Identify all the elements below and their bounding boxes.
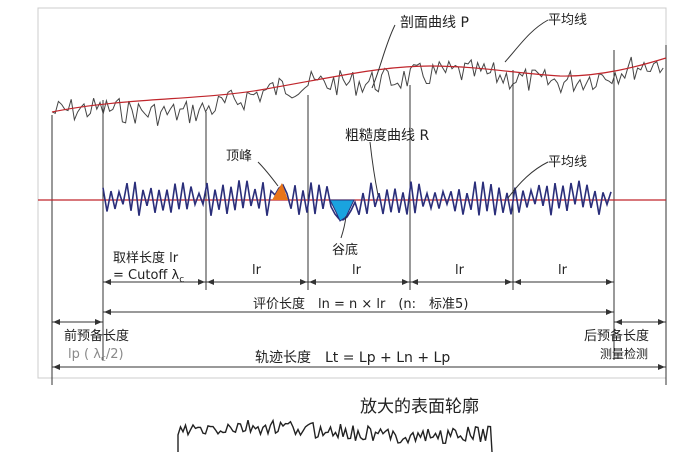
diagram-frame (37, 7, 667, 379)
leader-mean-mid (507, 161, 549, 199)
arrowhead (207, 279, 214, 285)
arrowhead (95, 319, 102, 325)
arrowhead (300, 279, 307, 285)
label-lr-4: lr (558, 263, 568, 278)
label-travel-length: 轨迹长度 Lt = Lp + Ln + Lp (255, 350, 450, 366)
arrowhead (104, 279, 111, 285)
arrowhead (104, 309, 111, 315)
valley-marker (329, 199, 355, 222)
label-pre-travel: 前预备长度 (64, 328, 129, 344)
arrowhead (505, 279, 512, 285)
leader-peak (257, 161, 279, 187)
label-mean-line-mid: 平均线 (548, 155, 587, 170)
arrowhead (514, 279, 521, 285)
arrowhead (53, 319, 60, 325)
label-lr-3: lr (455, 263, 465, 278)
section-boundaries (51, 45, 667, 385)
leader-lines (257, 19, 549, 239)
peak-marker (272, 183, 288, 200)
arrowhead (658, 319, 665, 325)
label-cutoff: = Cutoff λc (113, 268, 184, 285)
roughness-curve (102, 180, 612, 221)
arrowhead (606, 279, 613, 285)
leader-mean-top (504, 19, 549, 63)
label-post-travel: 后预备长度 (584, 328, 649, 344)
arrowhead (606, 309, 613, 315)
label-pre-travel-formula: lp ( λc/2) (68, 347, 124, 364)
label-profile-curve: 剖面曲线 P (400, 15, 469, 31)
label-lr-2: lr (352, 263, 362, 278)
enlarged-surface-profile (177, 418, 493, 453)
leader-valley (340, 215, 347, 239)
mean-line-top (51, 57, 667, 113)
arrowhead (53, 364, 60, 370)
arrowhead (411, 279, 418, 285)
arrowhead (198, 279, 205, 285)
dimension-arrowheads (53, 279, 665, 370)
arrowhead (658, 364, 665, 370)
label-valley: 谷底 (332, 242, 358, 258)
label-mean-line-top: 平均线 (548, 13, 587, 28)
label-evaluation-length: 评价长度 ln = n × lr (n: 标准5) (253, 296, 468, 312)
label-sampling-length: 取样长度 lr (113, 250, 179, 266)
label-peak: 顶峰 (226, 149, 252, 164)
leader-profile (371, 24, 396, 89)
leader-roughness (369, 141, 379, 196)
arrowhead (309, 279, 316, 285)
arrowhead (402, 279, 409, 285)
arrowhead (615, 319, 622, 325)
dimension-lines (52, 281, 666, 368)
enlarged-profile-title: 放大的表面轮廓 (360, 397, 479, 417)
label-roughness-curve: 粗糙度曲线 R (345, 128, 429, 144)
watermark-text: 测量检测 (600, 346, 648, 361)
profile-curve (51, 56, 664, 126)
label-lr-1: lr (252, 263, 262, 278)
